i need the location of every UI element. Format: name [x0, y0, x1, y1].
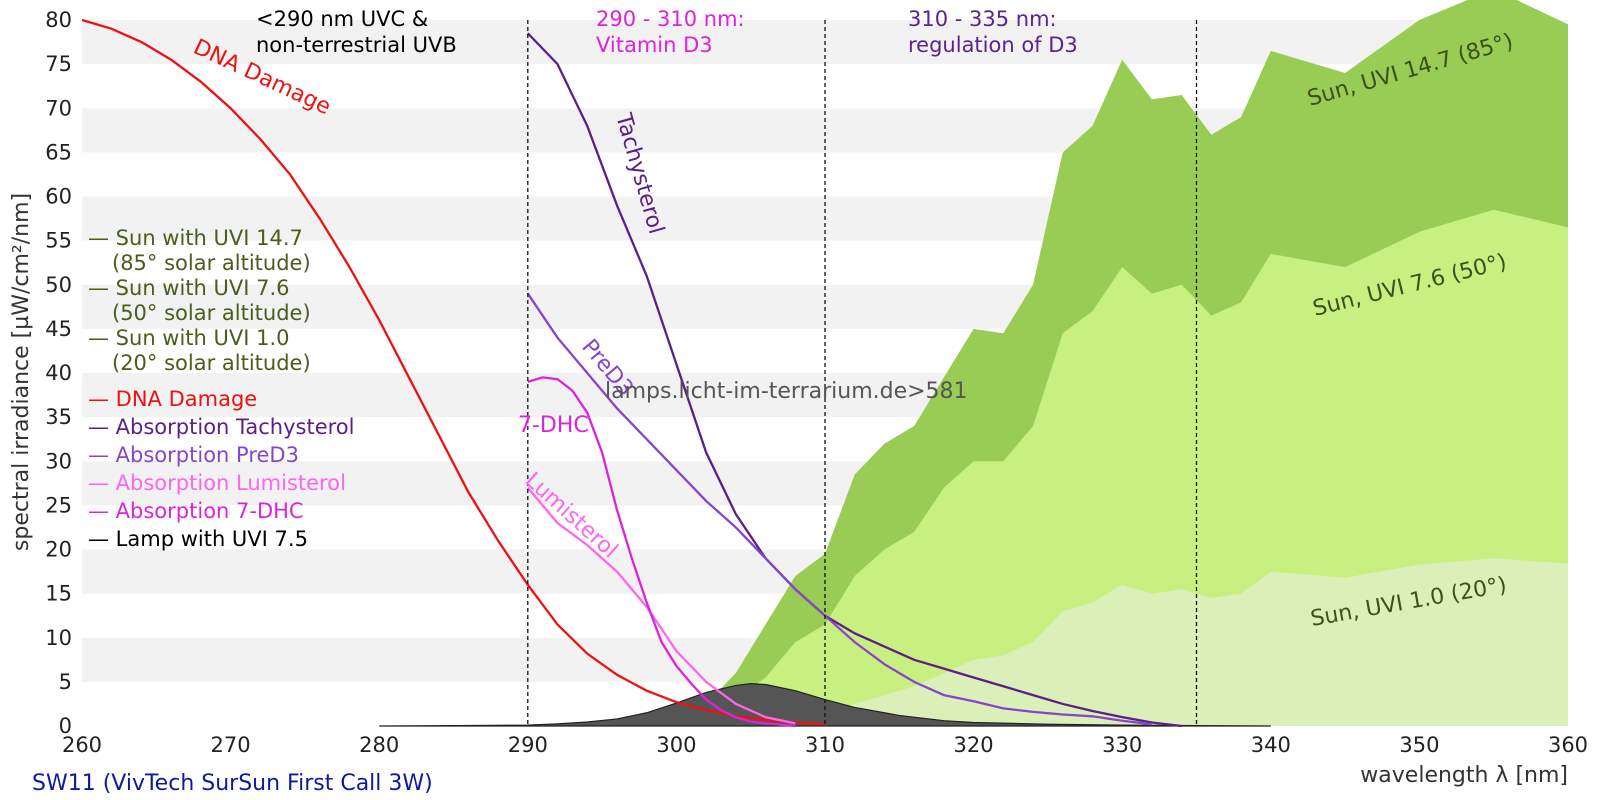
y-tick-label: 75 [45, 52, 72, 76]
y-tick-label: 10 [45, 626, 72, 650]
legend-entry: (50° solar altitude) [112, 301, 311, 325]
y-tick-label: 25 [45, 493, 72, 517]
legend-entry: — Sun with UVI 14.7 [88, 226, 303, 250]
region-label: regulation of D3 [908, 33, 1078, 57]
y-axis-ticks: 0 5 10 15 20 25 30 35 40 45 50 55 60 65 70 75 80 [45, 8, 72, 738]
x-tick-label: 340 [1251, 733, 1291, 757]
x-tick-label: 360 [1548, 733, 1588, 757]
series-absorption-pred3 [526, 292, 1153, 726]
x-tick-label: 320 [954, 733, 994, 757]
x-tick-label: 310 [805, 733, 845, 757]
region-label: non-terrestrial UVB [256, 33, 457, 57]
legend-entry: — DNA Damage [88, 387, 257, 411]
legend-entry: — Absorption Tachysterol [88, 415, 354, 439]
y-tick-label: 5 [59, 670, 72, 694]
y-tick-label: 35 [45, 405, 72, 429]
area-lamp-with-uvi-7-5 [379, 683, 1271, 727]
y-tick-label: 60 [45, 185, 72, 209]
x-tick-label: 260 [62, 733, 102, 757]
absorption-curves [81, 18, 1182, 728]
y-tick-label: 55 [45, 229, 72, 253]
region-label: <290 nm UVC & [256, 7, 428, 31]
curve-label: 7-DHC [518, 413, 589, 438]
legend-entry: — Absorption Lumisterol [88, 471, 346, 495]
x-tick-label: 330 [1102, 733, 1142, 757]
legend-entry: — Absorption 7-DHC [88, 499, 304, 523]
sun-spectrum-areas [379, 0, 1568, 727]
legend-entry: — Absorption PreD3 [88, 443, 299, 467]
watermark: lamps.licht-im-terrarium.de>581 [605, 379, 968, 404]
region-label: 290 - 310 nm: [596, 7, 745, 31]
series-absorption-lumisterol [526, 486, 796, 725]
y-tick-label: 50 [45, 273, 72, 297]
y-tick-label: 30 [45, 449, 72, 473]
series-absorption-tachysterol [526, 32, 1182, 728]
x-tick-label: 350 [1399, 733, 1439, 757]
legend-entry: (20° solar altitude) [112, 351, 311, 375]
legend: — Sun with UVI 14.7 (85° solar altitude)… [88, 226, 354, 551]
legend-entry: (85° solar altitude) [112, 251, 311, 275]
region-dividers [527, 20, 1198, 726]
y-tick-label: 80 [45, 8, 72, 32]
y-tick-label: 70 [45, 96, 72, 120]
series-absorption-7-dhc [527, 376, 796, 728]
y-tick-label: 65 [45, 140, 72, 164]
region-label: 310 - 335 nm: [908, 7, 1057, 31]
x-tick-label: 270 [211, 733, 251, 757]
area-sun-uvi-1-0-20 [795, 558, 1568, 726]
x-tick-label: 280 [359, 733, 399, 757]
y-axis-title: spectral irradiance [µW/cm²/nm] [9, 193, 34, 551]
region-label: Vitamin D3 [596, 33, 713, 57]
legend-entry: — Lamp with UVI 7.5 [88, 527, 308, 551]
series-dna-damage [81, 18, 826, 726]
legend-entry: — Sun with UVI 7.6 [88, 276, 290, 300]
y-tick-label: 45 [45, 317, 72, 341]
region-labels: <290 nm UVC &non-terrestrial UVB 290 - 31… [256, 7, 1078, 57]
chart-subtitle: SW11 (VivTech SurSun First Call 3W) [32, 771, 433, 796]
y-tick-label: 15 [45, 582, 72, 606]
legend-entry: — Sun with UVI 1.0 [88, 326, 290, 350]
x-tick-label: 300 [656, 733, 696, 757]
x-axis-ticks: 260 270 280 290 300 310 320 330 340 350 360 [62, 733, 1588, 757]
y-tick-label: 20 [45, 538, 72, 562]
x-tick-label: 290 [508, 733, 548, 757]
x-axis-title: wavelength λ [nm] [1360, 763, 1568, 788]
y-tick-label: 0 [59, 714, 72, 738]
y-tick-label: 40 [45, 361, 72, 385]
